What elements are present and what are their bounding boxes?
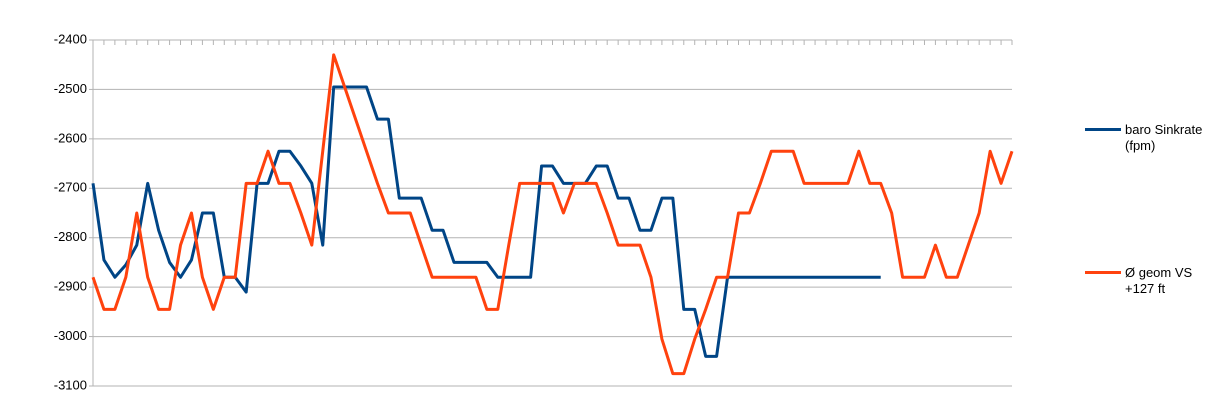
legend-swatch (1085, 271, 1121, 274)
legend-item: Ø geom VS +127 ft (1085, 265, 1215, 297)
legend-item: baro Sinkrate (fpm) (1085, 122, 1215, 154)
series-line (91, 53, 1014, 376)
y-tick-label: -3100 (54, 377, 87, 392)
y-tick-label: -2500 (54, 81, 87, 96)
y-tick-label: -2900 (54, 279, 87, 294)
legend-label: baro Sinkrate (fpm) (1125, 122, 1203, 153)
y-tick-label: -2400 (54, 31, 87, 46)
y-tick-label: -2700 (54, 180, 87, 195)
y-tick-label: -3000 (54, 328, 87, 343)
legend-label: Ø geom VS +127 ft (1125, 265, 1193, 296)
y-tick-label: -2800 (54, 229, 87, 244)
series-line (91, 85, 881, 358)
y-tick-label: -2600 (54, 130, 87, 145)
legend-swatch (1085, 128, 1121, 131)
